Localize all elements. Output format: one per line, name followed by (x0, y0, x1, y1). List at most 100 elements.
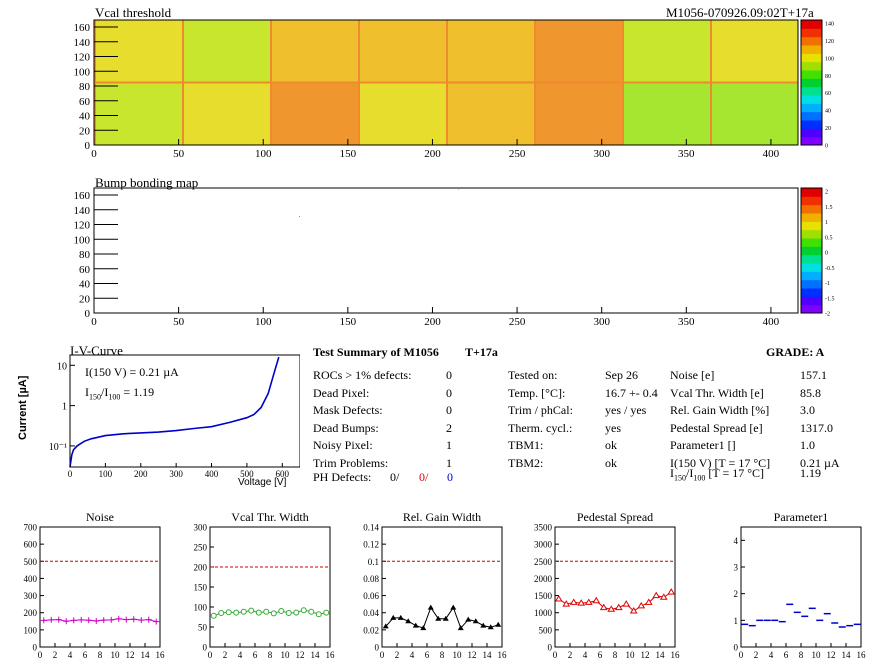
mini-point (569, 598, 578, 605)
mini-point (225, 609, 232, 616)
mini-point (63, 618, 70, 625)
mini-point (323, 609, 330, 616)
palette-swatch (801, 136, 822, 146)
mini-y-tick-label: 2 (734, 589, 739, 599)
roc-block (710, 20, 798, 83)
summary-mid-label: Trim / phCal: (508, 403, 573, 417)
mini-y-tick-label: 500 (24, 557, 38, 567)
mini-y-tick-label: 1 (734, 616, 739, 626)
palette-swatch (801, 279, 822, 289)
y-tick-label: 20 (79, 293, 91, 305)
palette-swatch (801, 229, 822, 239)
mini-y-tick-label: 0.08 (363, 574, 379, 584)
roc-block (622, 20, 710, 83)
mini-point (450, 604, 457, 610)
mini-point (240, 608, 247, 615)
mini-series-line (213, 609, 327, 617)
iv-x-tick-label: 500 (240, 469, 254, 479)
y-tick-label: 80 (79, 81, 91, 93)
roc-edge (182, 20, 184, 83)
roc-block (710, 82, 798, 145)
iv-x-tick-label: 600 (276, 469, 290, 479)
iv-x-tick-label: 300 (169, 469, 183, 479)
grade: GRADE: A (766, 345, 825, 359)
roc-seam (94, 81, 798, 84)
y-tick-label: 120 (74, 52, 91, 64)
mini-point (93, 617, 100, 624)
palette-swatch (801, 45, 822, 54)
mini-chart-frame (740, 526, 862, 648)
palette-tick-label: 120 (825, 39, 834, 45)
mini-x-tick-label: 0 (38, 650, 43, 660)
summary-title: Test Summary of M1056 (313, 345, 439, 359)
palette-swatch (801, 204, 822, 214)
mini-point (629, 607, 638, 614)
mini-chart-title: Parameter1 (774, 510, 829, 524)
mini-x-tick-label: 12 (827, 650, 836, 660)
roc-edge (182, 82, 184, 145)
roc-block (94, 82, 182, 145)
mini-y-tick-label: 300 (194, 523, 208, 533)
summary-tag: T+17a (465, 345, 498, 359)
palette-swatch (801, 70, 822, 79)
mini-x-tick-label: 2 (395, 650, 400, 660)
mini-y-tick-label: 500 (539, 625, 553, 635)
palette-swatch (801, 36, 822, 46)
roc-edge (534, 82, 536, 145)
palette-frame (800, 19, 823, 146)
palette-swatch (801, 288, 822, 297)
palette-swatch (801, 304, 822, 314)
mini-chart-title: Noise (86, 510, 114, 524)
palette-swatch (801, 53, 822, 63)
y-tick-label: 100 (74, 66, 91, 78)
palette-swatch (801, 95, 822, 104)
mini-point (405, 618, 412, 624)
summary-mid-label: Therm. cycl.: (508, 420, 573, 435)
iv-chart: 0 100 200 300 400 500 600 10⁻¹ 1 10 (49, 354, 300, 479)
mini-point (248, 607, 255, 614)
mini-point (457, 625, 464, 631)
mini-point (667, 588, 676, 595)
mini-point (315, 611, 322, 618)
palette-swatch (801, 271, 822, 281)
iv-y-tick-label: 10 (57, 361, 67, 372)
x-tick-label: 350 (678, 148, 695, 160)
mini-point (659, 593, 668, 600)
summary-left-label: Trim Problems: (313, 455, 389, 470)
palette-tick-label: -2 (825, 312, 830, 318)
mini-point (465, 616, 472, 622)
iv-x-tick-label: 400 (205, 469, 219, 479)
x-tick-label: 200 (424, 148, 441, 160)
iv-ratio: I150/I100 = 1.19 (85, 385, 155, 402)
palette-swatch (801, 213, 822, 222)
mini-point (382, 623, 389, 629)
roc-block (358, 20, 446, 83)
iv-x-tick-label: 100 (99, 469, 113, 479)
mini-x-tick-label: 2 (568, 650, 573, 660)
mini-point (607, 605, 616, 612)
mini-point (138, 617, 145, 624)
mini-point (78, 616, 85, 623)
mini-point (637, 601, 646, 609)
mini-point (85, 617, 92, 624)
mini-y-tick-label: 200 (194, 563, 208, 573)
mini-y-tick-label: 250 (194, 543, 208, 553)
iv-curve (69, 356, 280, 468)
mini-x-tick-label: 0 (553, 650, 558, 660)
palette-tick-label: 80 (825, 74, 831, 80)
palette-tick-label: 40 (825, 109, 831, 115)
x-tick-label: 250 (509, 148, 526, 160)
y-tick-label: 120 (74, 220, 91, 232)
roc-edge (94, 82, 96, 145)
vcal-map: 0 50 100 150 200 250 300 350 4000204060801001201… (74, 19, 835, 328)
roc-edge (710, 82, 712, 145)
mini-point (70, 617, 77, 624)
roc-edge (622, 20, 624, 83)
x-tick-label: 150 (340, 148, 357, 160)
mini-x-tick-label: 0 (208, 650, 213, 660)
roc-block (358, 82, 446, 145)
mini-y-tick-label: 100 (24, 625, 38, 635)
mini-x-tick-label: 8 (613, 650, 618, 660)
summary-mid-label: Temp. [°C]: (508, 385, 566, 400)
bump-pixel-b (458, 189, 459, 190)
